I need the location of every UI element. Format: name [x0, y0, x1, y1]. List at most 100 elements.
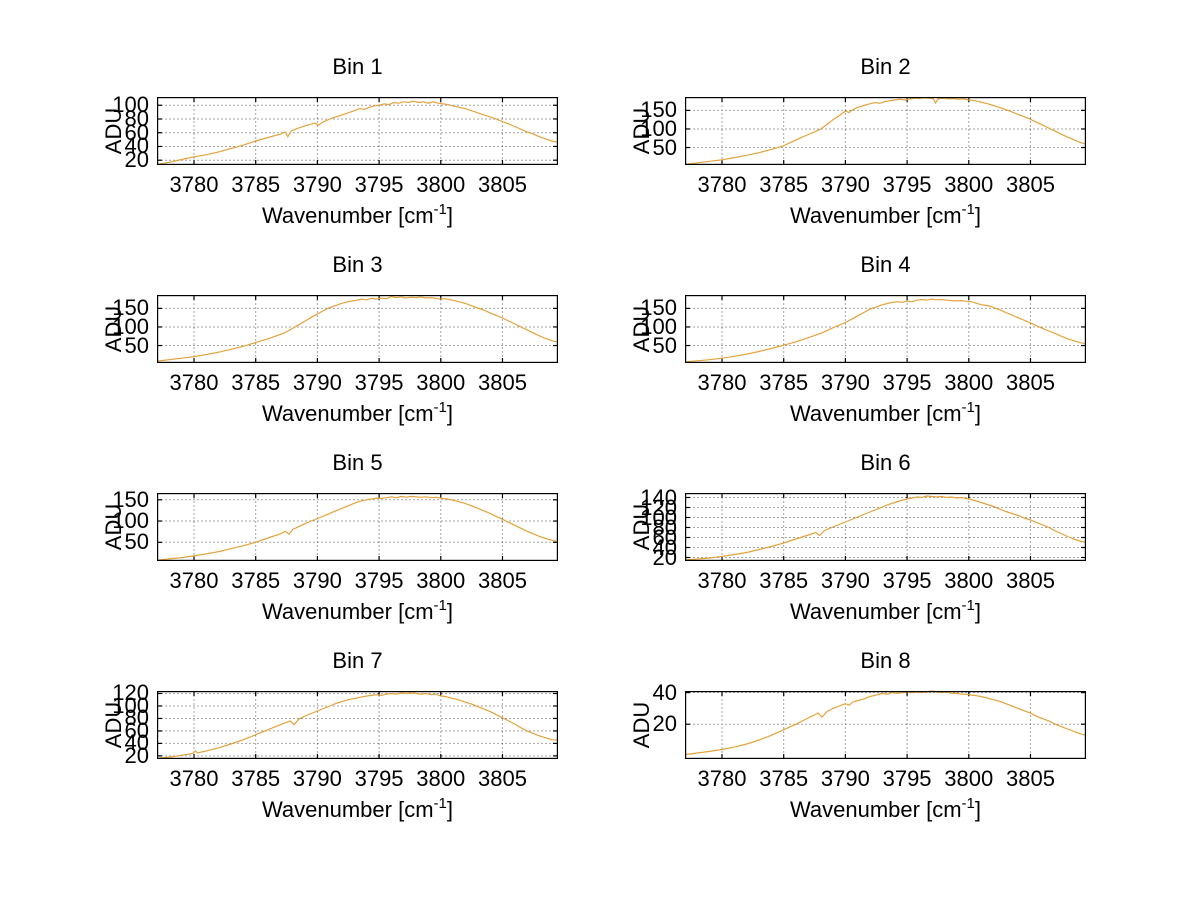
plot-area	[156, 691, 559, 760]
x-tick-label: 3805	[1005, 766, 1055, 791]
spectrum-curve	[684, 690, 1087, 756]
y-axis-label: ADU	[629, 107, 654, 155]
spectrum-curve	[156, 495, 559, 561]
y-axis-label: ADU	[101, 305, 126, 353]
spectrum-curve	[684, 495, 1087, 561]
y-tick-label: 150	[112, 486, 149, 512]
plot-title: Bin 8	[860, 648, 911, 673]
y-axis-label: ADU	[629, 305, 654, 353]
x-axis-label-bracket: ]	[974, 797, 982, 822]
spectrum-curve	[684, 97, 1087, 165]
y-tick-label: 100	[112, 313, 149, 339]
plot-title: Bin 3	[332, 252, 383, 277]
x-tick-label: 3800	[416, 172, 466, 197]
axis-box	[685, 295, 1086, 364]
x-axis-label-superscript: -1	[961, 201, 975, 218]
x-tick-label: 3805	[477, 370, 527, 395]
y-tick-label: 80	[652, 514, 677, 540]
x-axis-label-bracket: ]	[446, 797, 454, 822]
x-tick-label: 3805	[1005, 370, 1055, 395]
x-tick-label: 3785	[759, 766, 809, 791]
x-axis-label-text: Wavenumber [cm	[789, 599, 962, 624]
y-axis-label: ADU	[629, 503, 654, 551]
y-tick-label: 150	[112, 295, 149, 321]
x-axis-label-bracket: ]	[446, 203, 454, 228]
y-tick-label: 50	[652, 332, 677, 358]
y-tick-label: 80	[124, 105, 149, 131]
x-axis-label: Wavenumber [cm-1]	[157, 597, 558, 627]
x-tick-label: 3780	[697, 172, 747, 197]
plot-area	[684, 295, 1087, 364]
y-tick-label: 60	[124, 717, 149, 743]
x-tick-label: 3805	[1005, 568, 1055, 593]
plot-title: Bin 7	[332, 648, 383, 673]
x-axis-label: Wavenumber [cm-1]	[685, 399, 1086, 429]
plot-area	[156, 295, 559, 364]
y-tick-label: 60	[124, 119, 149, 145]
axis-box	[685, 97, 1086, 166]
x-axis-label-text: Wavenumber [cm	[261, 203, 434, 228]
y-tick-label: 100	[640, 504, 677, 530]
x-axis-label-bracket: ]	[974, 599, 982, 624]
plot-area	[684, 690, 1087, 760]
y-axis-label: ADU	[629, 701, 654, 749]
x-tick-label: 3800	[944, 172, 994, 197]
x-tick-label: 3795	[354, 568, 404, 593]
x-axis-label-bracket: ]	[446, 599, 454, 624]
axis-box	[157, 97, 558, 166]
y-tick-label: 50	[124, 332, 149, 358]
x-axis-label-bracket: ]	[974, 203, 982, 228]
x-tick-label: 3780	[697, 568, 747, 593]
y-tick-label: 150	[640, 97, 677, 123]
x-tick-label: 3805	[477, 172, 527, 197]
x-axis-label-text: Wavenumber [cm	[789, 401, 962, 426]
x-tick-label: 3805	[477, 766, 527, 791]
plot-title: Bin 4	[860, 252, 911, 277]
plot-title: Bin 1	[332, 54, 383, 79]
x-axis-label-superscript: -1	[433, 201, 447, 218]
x-tick-label: 3785	[759, 568, 809, 593]
y-axis-label: ADU	[101, 503, 126, 551]
x-tick-label: 3790	[820, 568, 870, 593]
x-tick-label: 3790	[292, 766, 342, 791]
x-tick-label: 3795	[354, 766, 404, 791]
axis-box	[157, 295, 558, 364]
axis-box	[685, 493, 1086, 562]
y-tick-label: 20	[652, 544, 677, 570]
y-tick-label: 100	[112, 92, 149, 118]
x-tick-label: 3790	[820, 172, 870, 197]
y-tick-label: 140	[640, 484, 677, 510]
spectrum-curve	[684, 298, 1087, 363]
x-axis-label-superscript: -1	[961, 795, 975, 812]
x-tick-label: 3780	[169, 568, 219, 593]
x-tick-label: 3800	[416, 568, 466, 593]
x-tick-label: 3790	[292, 568, 342, 593]
x-tick-label: 3785	[231, 370, 281, 395]
x-tick-label: 3790	[292, 172, 342, 197]
x-tick-label: 3780	[697, 766, 747, 791]
x-axis-label-bracket: ]	[446, 401, 454, 426]
x-tick-label: 3785	[759, 370, 809, 395]
x-axis-label-text: Wavenumber [cm	[261, 401, 434, 426]
x-axis-label: Wavenumber [cm-1]	[685, 201, 1086, 231]
y-tick-label: 60	[652, 524, 677, 550]
x-axis-label: Wavenumber [cm-1]	[685, 795, 1086, 825]
plot-area	[156, 493, 559, 562]
x-tick-label: 3800	[944, 370, 994, 395]
x-axis-label: Wavenumber [cm-1]	[157, 795, 558, 825]
plot-title: Bin 5	[332, 450, 383, 475]
x-tick-label: 3785	[231, 766, 281, 791]
x-tick-label: 3790	[820, 370, 870, 395]
y-tick-label: 40	[652, 534, 677, 560]
y-tick-label: 120	[640, 494, 677, 520]
x-tick-label: 3805	[477, 568, 527, 593]
x-tick-label: 3795	[354, 172, 404, 197]
y-tick-label: 100	[640, 115, 677, 141]
x-axis-label-superscript: -1	[433, 399, 447, 416]
x-axis-label-bracket: ]	[974, 401, 982, 426]
axis-box	[157, 493, 558, 562]
